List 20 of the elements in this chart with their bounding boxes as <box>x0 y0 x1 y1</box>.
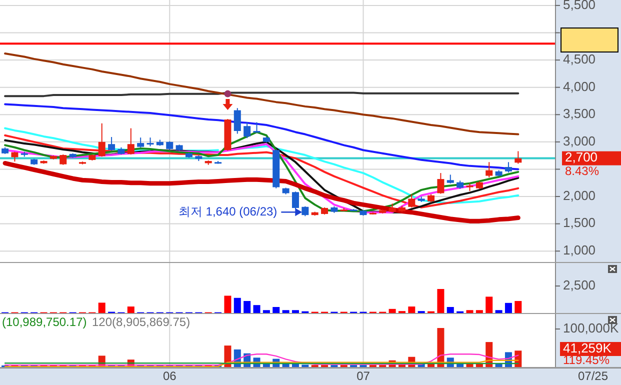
x-tick-label: 06 <box>162 369 177 384</box>
text: 8.43% <box>565 164 600 178</box>
text: 119.45% <box>563 353 610 368</box>
y-tick-label: 3,000 <box>563 133 596 148</box>
x-tick-label: 07 <box>356 369 370 384</box>
text: 41,259K <box>563 340 612 356</box>
text: 2,500 <box>563 277 596 292</box>
annotation: (10,989,750.17) <box>2 315 87 330</box>
text: 2,700 <box>565 150 598 165</box>
annotation: 120(8,905,869.75) <box>92 315 190 330</box>
y-tick-label: 3,500 <box>563 106 596 122</box>
y-tick-label: 4,500 <box>563 51 596 66</box>
y-tick-label: 4,000 <box>563 78 596 94</box>
y-tick-label: 2,000 <box>563 188 596 203</box>
y-tick-label: 1,000 <box>563 242 596 258</box>
y-tick-label: 1,500 <box>563 215 596 230</box>
text: 07/25 <box>578 369 608 384</box>
y-tick-label: 5,500 <box>563 0 596 12</box>
annotation: 최저 1,640 (06/23) <box>178 204 278 218</box>
text: 100,000K <box>563 320 619 336</box>
